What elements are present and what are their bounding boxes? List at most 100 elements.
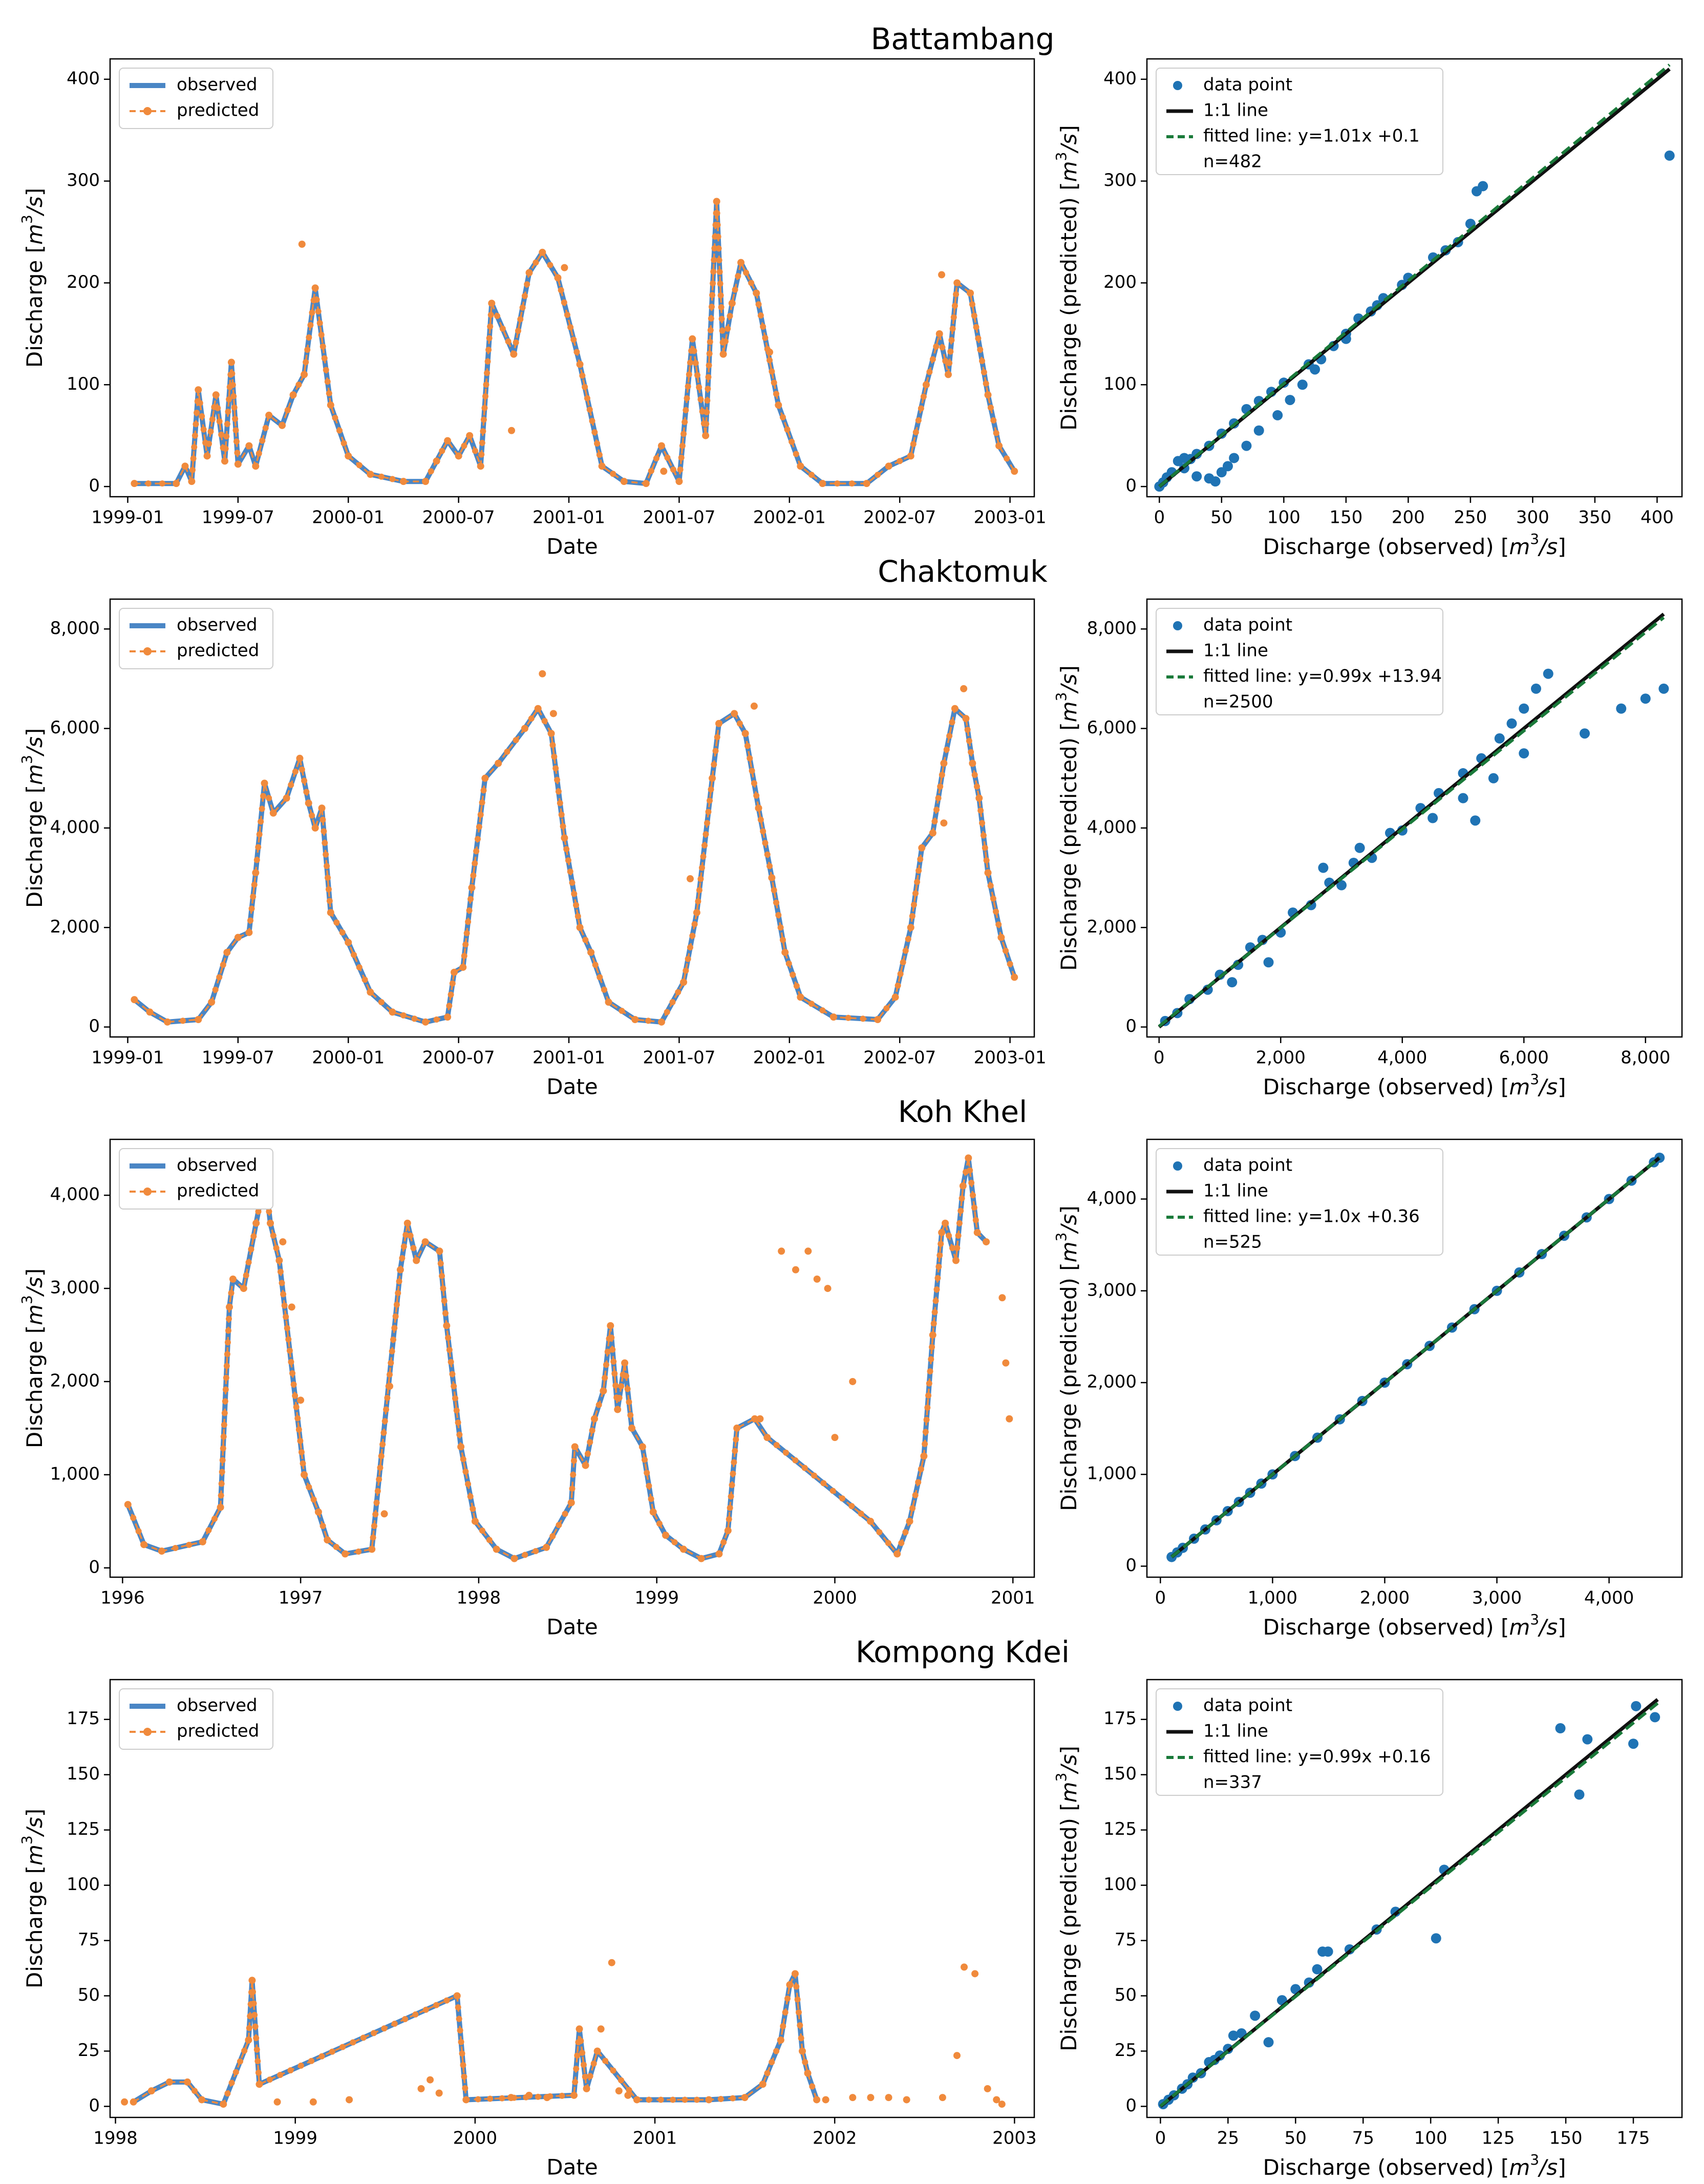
predicted-point	[255, 2069, 262, 2076]
x-tick-label: 50	[1285, 2128, 1307, 2149]
predicted-point	[582, 1461, 589, 1469]
predicted-point	[811, 1472, 818, 1479]
predicted-point	[956, 1220, 963, 1226]
y-axis-label-part: /s]	[1056, 665, 1081, 694]
predicted-point	[657, 2096, 664, 2103]
predicted-point	[289, 391, 297, 399]
x-axis-label-part: 3	[1530, 1071, 1539, 1088]
predicted-point	[926, 369, 933, 375]
predicted-point	[951, 303, 958, 309]
predicted-point	[191, 2088, 198, 2094]
predicted-point	[253, 2046, 260, 2053]
predicted-point	[558, 287, 564, 293]
predicted-point	[929, 1331, 936, 1339]
predicted-point	[927, 1368, 933, 1374]
predicted-point	[616, 1394, 623, 1401]
fitted-line	[1170, 1156, 1661, 1558]
predicted-point	[594, 440, 601, 447]
predicted-point	[731, 710, 738, 717]
predicted-point	[422, 1018, 430, 1026]
predicted-point	[716, 257, 722, 264]
predicted-point	[243, 1272, 249, 1279]
predicted-point	[346, 2096, 353, 2104]
predicted-point	[226, 396, 232, 402]
y-tick-label: 100	[67, 1874, 100, 1895]
predicted-point	[653, 455, 659, 462]
predicted-point	[290, 1381, 297, 1388]
predicted-point	[748, 280, 755, 286]
predicted-point	[579, 2049, 586, 2056]
predicted-point	[326, 898, 333, 904]
predicted-point	[715, 245, 722, 252]
predicted-point	[195, 386, 202, 394]
y-tick-label: 2,000	[50, 1370, 100, 1391]
predicted-point	[484, 358, 491, 365]
predicted-point	[493, 1545, 500, 1553]
predicted-point	[648, 468, 654, 474]
predicted-point	[573, 902, 580, 908]
predicted-point	[769, 2059, 775, 2066]
x-axis-label: Date	[546, 2155, 598, 2180]
predicted-point	[399, 478, 407, 485]
predicted-point	[218, 1492, 224, 1499]
predicted-point	[710, 268, 717, 275]
predicted-point	[582, 937, 589, 943]
predicted-point	[931, 1309, 938, 1316]
x-tick-label: 4,000	[1584, 1588, 1634, 1608]
predicted-point	[164, 1018, 172, 1026]
predicted-point	[949, 1245, 956, 1252]
predicted-point	[670, 466, 676, 473]
predicted-point	[551, 753, 558, 760]
predicted-point	[680, 979, 688, 986]
predicted-point	[931, 818, 938, 824]
predicted-point	[255, 844, 262, 851]
predicted-point	[687, 944, 693, 951]
predicted-point	[813, 2096, 821, 2104]
y-tick-label: 0	[1125, 1016, 1137, 1036]
predicted-point	[725, 325, 731, 332]
predicted-point	[614, 1406, 622, 1413]
predicted-point	[946, 733, 953, 739]
predicted-point	[280, 1291, 287, 1298]
predicted-point	[539, 670, 546, 677]
predicted-point	[199, 1538, 206, 1545]
predicted-point	[480, 787, 487, 794]
predicted-point	[909, 913, 915, 920]
data-point	[1285, 395, 1295, 406]
predicted-point	[507, 2094, 515, 2102]
predicted-point	[381, 1418, 388, 1425]
y-tick-label: 400	[67, 68, 100, 89]
predicted-point	[970, 1192, 976, 1199]
predicted-point	[670, 2096, 676, 2103]
predicted-point	[259, 437, 266, 444]
predicted-point	[876, 1529, 883, 1536]
timeseries-legend: observed predicted	[119, 68, 273, 129]
predicted-point	[983, 380, 989, 387]
predicted-point	[433, 457, 440, 465]
predicted-point	[903, 2096, 910, 2104]
predicted-point	[937, 783, 944, 790]
predicted-point	[808, 1001, 815, 1007]
x-tick-label: 25	[1217, 2128, 1239, 2149]
predicted-point	[387, 1371, 393, 1378]
predicted-point	[547, 730, 555, 737]
predicted-point	[957, 1207, 964, 1214]
predicted-point	[560, 823, 566, 830]
predicted-point	[297, 1396, 305, 1404]
predicted-point	[946, 360, 953, 367]
predicted-point	[470, 872, 477, 879]
data-point	[1229, 453, 1240, 463]
scatter-legend: data point 1:1 line fitted line: y=1.01x +…	[1156, 68, 1443, 175]
y-tick-label: 300	[67, 170, 100, 190]
predicted-point	[535, 2093, 541, 2100]
data-point	[1210, 476, 1221, 487]
y-axis-label-part: ]	[22, 728, 47, 736]
legend-data-label: data point	[1203, 1695, 1292, 1716]
predicted-point	[191, 444, 198, 451]
predicted-point	[481, 774, 489, 782]
predicted-point	[456, 2016, 462, 2022]
legend-observed-label: observed	[177, 1155, 258, 1176]
predicted-point	[311, 824, 319, 832]
predicted-point	[462, 941, 469, 948]
y-tick-label: 100	[1103, 1874, 1137, 1895]
